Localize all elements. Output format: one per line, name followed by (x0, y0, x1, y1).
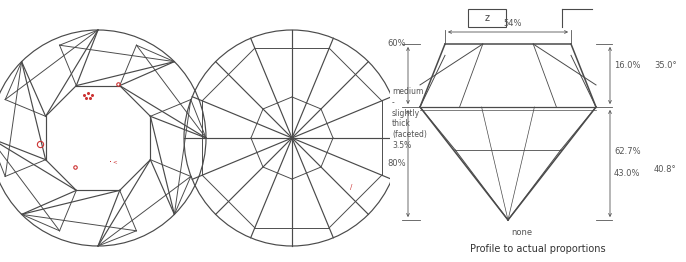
Text: Profile to actual proportions: Profile to actual proportions (470, 244, 606, 254)
Text: 16.0%: 16.0% (614, 62, 641, 70)
Text: 80%: 80% (388, 160, 406, 168)
Text: /: / (350, 184, 353, 190)
Text: <: < (112, 160, 117, 165)
Text: 62.7%: 62.7% (614, 148, 641, 156)
Text: 43.0%: 43.0% (614, 170, 641, 178)
Text: 54%: 54% (504, 19, 522, 28)
Text: 40.8°: 40.8° (654, 165, 676, 173)
Text: none: none (511, 228, 532, 237)
Text: 35.0°: 35.0° (654, 62, 676, 70)
Text: 60%: 60% (388, 39, 406, 48)
Text: REFERENCE DIAGRAMS: REFERENCE DIAGRAMS (8, 3, 124, 12)
Bar (468, 9, 506, 27)
Text: medium
-
slightly
thick
(faceted)
3.5%: medium - slightly thick (faceted) 3.5% (392, 87, 427, 150)
Text: z: z (484, 13, 490, 23)
